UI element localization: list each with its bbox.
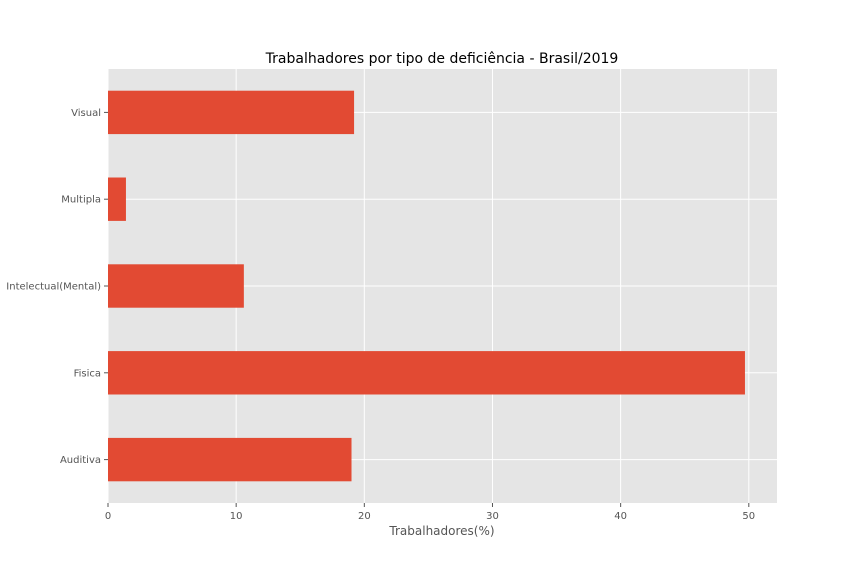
chart-title: Trabalhadores por tipo de deficiência - …	[265, 51, 619, 67]
bar-auditiva	[108, 437, 352, 482]
x-tick-label: 30	[486, 511, 499, 522]
bar-intelectual-mental	[108, 264, 244, 308]
bar-multipla	[108, 177, 126, 221]
bars	[108, 90, 745, 482]
y-tick-label: Visual	[71, 108, 101, 119]
y-tick-label: Fisica	[74, 368, 101, 379]
bar-visual	[108, 90, 355, 135]
x-tick-label: 50	[742, 511, 755, 522]
bar-fisica	[108, 351, 745, 395]
x-tick-label: 40	[614, 511, 627, 522]
x-tick-label: 10	[230, 511, 243, 522]
y-tick-label: Auditiva	[60, 455, 101, 466]
x-tick-label: 0	[105, 511, 111, 522]
y-tick-label: Intelectual(Mental)	[6, 282, 101, 293]
x-axis-title: Trabalhadores(%)	[388, 524, 494, 538]
x-axis-ticks: 0 10 20 30 40 50	[105, 503, 755, 522]
y-axis-ticks: Auditiva Fisica Intelectual(Mental) Multipl…	[6, 108, 108, 466]
y-tick-label: Multipla	[61, 195, 101, 206]
x-tick-label: 20	[358, 511, 371, 522]
